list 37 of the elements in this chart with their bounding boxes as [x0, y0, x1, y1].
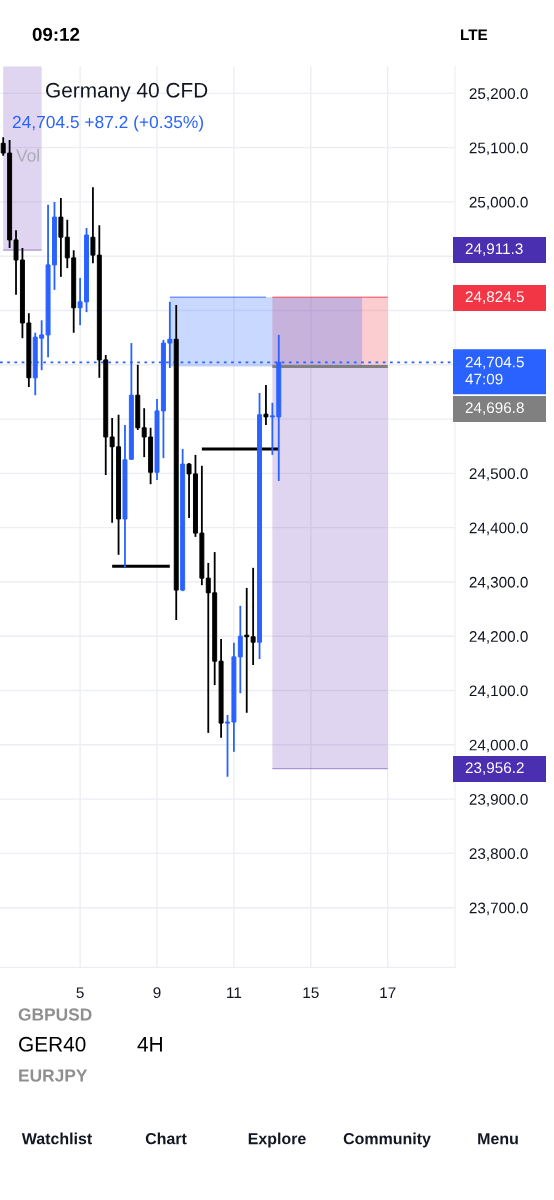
- candlestick: [263, 383, 269, 426]
- y-tick-label: 24,100.0: [469, 685, 528, 699]
- text: 24,911.3: [465, 243, 523, 256]
- text: Germany 40 CFD: [46, 82, 208, 102]
- y-tick-label: 24,400.0: [469, 522, 528, 536]
- annotation: Vol: [16, 148, 39, 162]
- text: Chart: [145, 1132, 187, 1145]
- text: Menu: [478, 1133, 518, 1145]
- y-tick-label: 25,100.0: [469, 142, 528, 156]
- y-tick-label: 25,000.0: [469, 196, 528, 210]
- y-tick-label: 23,800.0: [469, 848, 528, 861]
- x-tick-label: 15: [303, 987, 319, 999]
- y-tick-label: 24,000.0: [469, 739, 528, 753]
- x-tick-label: 5: [76, 987, 84, 999]
- text: 23,956.2: [465, 762, 524, 775]
- text: Explore: [248, 1132, 306, 1148]
- text: LTE: [461, 29, 488, 40]
- y-tick-label: 24,500.0: [469, 468, 528, 481]
- x-tick-label: 17: [380, 987, 396, 998]
- text: EURJPY: [19, 1069, 88, 1082]
- x-tick-label: 9: [153, 987, 161, 999]
- ref-line-label: 24,704.5 47:09: [465, 356, 524, 385]
- text: 24,704.5 +87.2 (+0.35%): [12, 115, 204, 132]
- text: GBPUSD: [18, 1008, 92, 1021]
- y-tick-label: 24,300.0: [469, 576, 528, 590]
- text: Community: [343, 1132, 431, 1148]
- text: 09:12: [32, 27, 80, 42]
- y-tick-label: 23,700.0: [469, 902, 528, 916]
- text: Watchlist: [21, 1132, 92, 1145]
- text: GER40: [19, 1036, 86, 1052]
- y-tick-label: 25,200.0: [469, 88, 528, 101]
- y-tick-label: 23,900.0: [469, 793, 528, 807]
- text: 4H: [137, 1037, 162, 1052]
- text: 24,696.8: [465, 402, 524, 415]
- x-tick-label: 11: [227, 987, 242, 998]
- text: 24,824.5: [465, 291, 524, 304]
- y-tick-label: 24,200.0: [469, 631, 528, 644]
